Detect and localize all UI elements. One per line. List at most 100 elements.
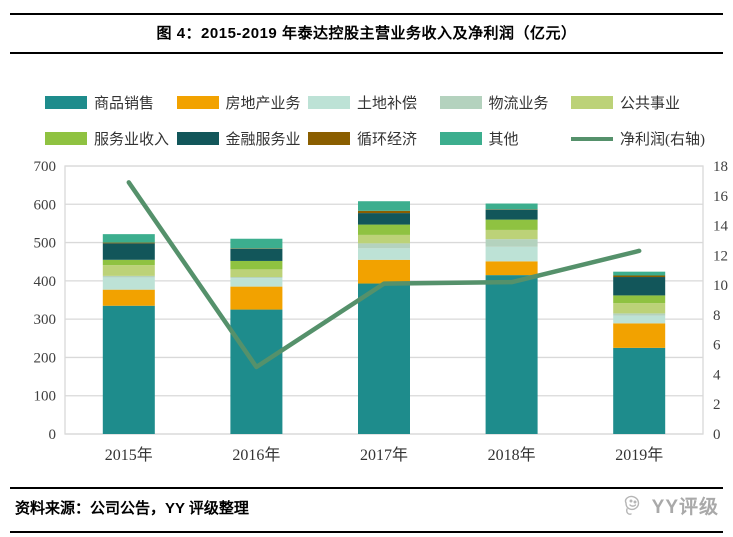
legend-item-net-profit: 净利润(右轴): [571, 128, 705, 149]
legend-label: 净利润(右轴): [620, 132, 705, 148]
legend-item-real-estate: 房地产业务: [176, 92, 305, 113]
bar-segment: [358, 283, 410, 434]
bar-segment: [613, 347, 666, 434]
svg-text:10: 10: [713, 278, 728, 294]
svg-text:2017年: 2017年: [360, 446, 408, 464]
svg-text:2016年: 2016年: [232, 446, 280, 464]
svg-text:300: 300: [34, 312, 57, 328]
net-profit-line: [126, 180, 642, 370]
bar-segment: [485, 219, 538, 230]
legend-item-financial-services: 金融服务业: [176, 128, 305, 149]
bar-segment: [485, 275, 538, 434]
right-axis-labels: 0 2 4 6 8 10 12 14 16 18: [713, 159, 729, 443]
bar-segment: [102, 305, 155, 434]
bar-segment: [230, 238, 283, 249]
legend-swatch-public-utilities: [571, 96, 613, 109]
legend-label: 房地产业务: [225, 96, 301, 112]
chart-area: 0 100 200 300 400 500 600 700 0 2 4 6 8 10 12 14 16 18 201…: [0, 150, 733, 485]
bar-segment: [485, 209, 538, 220]
legend-item-land-compensation: 土地补偿: [308, 92, 436, 113]
bar-segment: [613, 313, 666, 316]
legend-label: 物流业务: [488, 96, 549, 112]
legend-line-swatch-net-profit: [571, 136, 613, 141]
bar-segment: [358, 201, 410, 211]
svg-text:400: 400: [34, 274, 57, 290]
legend-item-goods-sales: 商品销售: [45, 92, 173, 113]
legend-item-logistics: 物流业务: [439, 92, 568, 113]
bar-segment: [358, 210, 410, 214]
bar-segment: [230, 309, 283, 434]
svg-text:18: 18: [713, 159, 728, 175]
bar-segment: [485, 261, 538, 276]
bar-segment: [485, 246, 538, 262]
bar-segment: [102, 243, 155, 260]
legend-label: 循环经济: [357, 132, 418, 148]
svg-text:200: 200: [34, 350, 57, 366]
bar-segment: [230, 286, 283, 310]
svg-text:2: 2: [713, 397, 721, 413]
svg-text:6: 6: [713, 338, 721, 354]
x-axis-labels: 2015年 2016年 2017年 2018年 2019年: [105, 446, 663, 464]
bar-segment: [102, 234, 155, 243]
chart-legend: 商品销售 房地产业务 土地补偿 物流业务 公共事业 服务业收入 金融服务业 循: [45, 92, 705, 149]
legend-swatch-logistics: [439, 96, 482, 109]
legend-swatch-circular-economy: [308, 132, 350, 145]
figure-title: 图 4：2015-2019 年泰达控股主营业务收入及净利润（亿元）: [156, 25, 577, 42]
source-note: 资料来源：公司公告，YY 评级整理: [15, 500, 249, 517]
footer-divider: [10, 487, 723, 489]
bar-segment: [102, 275, 155, 278]
legend-label: 金融服务业: [225, 132, 301, 148]
legend-item-other: 其他: [439, 128, 568, 149]
legend-swatch-financial-services: [176, 132, 219, 145]
svg-text:700: 700: [34, 159, 57, 175]
legend-label: 其他: [488, 132, 519, 148]
bar-segment: [358, 213, 410, 225]
bar-segment: [485, 229, 538, 240]
bar-segment: [102, 289, 155, 306]
left-axis-labels: 0 100 200 300 400 500 600 700: [34, 159, 57, 443]
svg-text:14: 14: [713, 219, 729, 235]
bar-segment: [613, 303, 666, 314]
bar-segment: [613, 315, 666, 324]
bar-segment: [613, 275, 666, 278]
bar-segment: [613, 271, 666, 276]
bar-segment: [358, 243, 410, 249]
bar-segment: [613, 277, 666, 296]
bar-segment: [102, 265, 155, 276]
logo-text: YY评级: [651, 497, 719, 518]
legend-label: 商品销售: [94, 96, 155, 112]
svg-text:2019年: 2019年: [615, 446, 663, 464]
stacked-bar-line-chart: 0 100 200 300 400 500 600 700 0 2 4 6 8 10 12 14 16 18 201…: [34, 159, 729, 464]
bar-segment: [102, 242, 155, 244]
bar-segment: [102, 277, 155, 290]
stacked-bars: [102, 201, 666, 434]
bottom-divider: [10, 531, 723, 533]
bar-segment: [613, 295, 666, 304]
legend-item-public-utilities: 公共事业: [571, 92, 705, 113]
svg-text:12: 12: [713, 248, 728, 264]
legend-swatch-service-income: [45, 132, 87, 145]
bar-segment: [485, 203, 538, 210]
legend-label: 公共事业: [620, 96, 681, 112]
svg-text:4: 4: [713, 367, 721, 383]
bar-segment: [358, 234, 410, 244]
yy-rating-logo: YY评级: [621, 492, 719, 519]
title-divider: [10, 52, 723, 54]
bar-segment: [230, 277, 283, 279]
svg-text:500: 500: [34, 236, 57, 252]
bar-segment: [485, 239, 538, 247]
svg-text:0: 0: [49, 427, 57, 443]
legend-item-circular-economy: 循环经济: [308, 128, 436, 149]
svg-text:2015年: 2015年: [105, 446, 153, 464]
svg-text:600: 600: [34, 197, 57, 213]
bar-segment: [102, 259, 155, 266]
svg-text:100: 100: [34, 389, 57, 405]
legend-swatch-real-estate: [176, 96, 219, 109]
legend-swatch-land-compensation: [308, 96, 350, 109]
bar-segment: [358, 248, 410, 260]
bar-segment: [613, 323, 666, 348]
legend-label: 土地补偿: [357, 96, 418, 112]
top-divider: [10, 13, 723, 15]
svg-text:8: 8: [713, 308, 721, 324]
